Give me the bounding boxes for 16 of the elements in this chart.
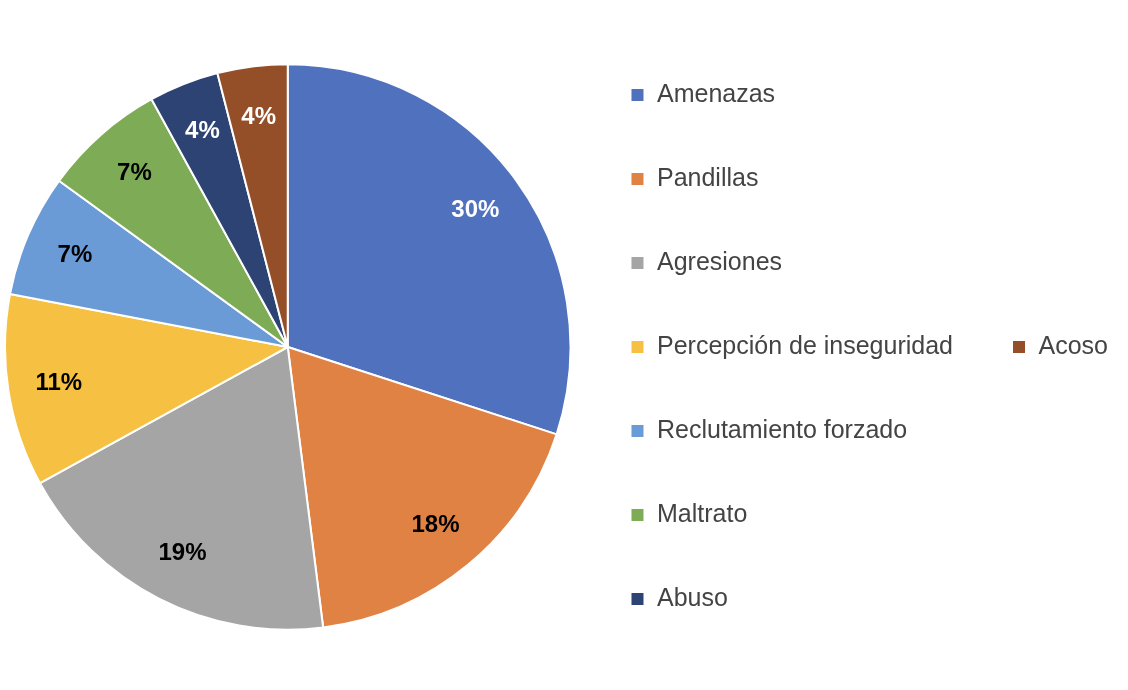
legend-label: Percepción de inseguridad: [656, 330, 954, 359]
legend-label: Amenazas: [656, 78, 776, 107]
legend-label: Abuso: [656, 582, 728, 611]
data-label: 4%: [241, 101, 277, 129]
legend-label: Pandillas: [656, 162, 759, 191]
data-label: 11%: [35, 367, 83, 395]
data-label: 19%: [158, 538, 207, 566]
data-label: 18%: [411, 510, 460, 538]
data-label: 4%: [185, 116, 220, 144]
data-label: 7%: [57, 239, 93, 267]
legend-label: Acoso: [1038, 330, 1108, 359]
data-label: 30%: [451, 195, 500, 223]
data-label: 7%: [117, 157, 152, 185]
legend-label: Maltrato: [656, 498, 748, 527]
legend-label: Reclutamiento forzado: [656, 414, 908, 443]
legend-label: Agresiones: [656, 246, 783, 275]
